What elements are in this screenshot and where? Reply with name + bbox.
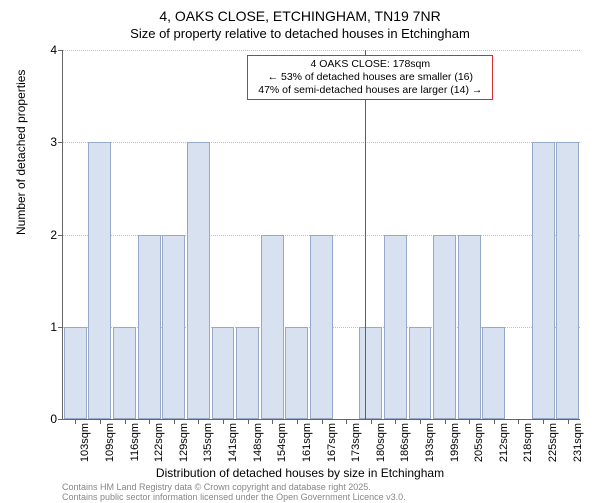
xtick-mark <box>395 419 396 424</box>
x-axis-label: Distribution of detached houses by size … <box>0 466 600 480</box>
ytick-mark <box>58 327 63 328</box>
ytick-mark <box>58 142 63 143</box>
xtick-label: 212sqm <box>498 423 510 462</box>
bar <box>458 235 481 420</box>
bar <box>113 327 136 419</box>
gridline <box>63 142 580 143</box>
xtick-label: 129sqm <box>178 423 190 462</box>
xtick-mark <box>494 419 495 424</box>
bar <box>138 235 161 420</box>
xtick-mark <box>297 419 298 424</box>
marker-line <box>365 50 366 419</box>
xtick-mark <box>445 419 446 424</box>
xtick-mark <box>100 419 101 424</box>
ytick-mark <box>58 419 63 420</box>
xtick-label: 122sqm <box>153 423 165 462</box>
xtick-mark <box>248 419 249 424</box>
callout-line: 47% of semi-detached houses are larger (… <box>252 84 488 97</box>
bar <box>433 235 456 420</box>
xtick-label: 199sqm <box>449 423 461 462</box>
ytick-mark <box>58 50 63 51</box>
gridline <box>63 50 580 51</box>
xtick-label: 173sqm <box>350 423 362 462</box>
bar <box>482 327 505 419</box>
ytick-label: 0 <box>50 412 57 426</box>
xtick-mark <box>346 419 347 424</box>
xtick-label: 231sqm <box>572 423 584 462</box>
ytick-label: 4 <box>50 43 57 57</box>
bar <box>162 235 185 420</box>
xtick-label: 193sqm <box>424 423 436 462</box>
xtick-mark <box>568 419 569 424</box>
bar <box>64 327 87 419</box>
xtick-label: 180sqm <box>375 423 387 462</box>
xtick-label: 218sqm <box>522 423 534 462</box>
ytick-label: 3 <box>50 135 57 149</box>
chart-subtitle: Size of property relative to detached ho… <box>0 26 600 41</box>
bar <box>532 142 555 419</box>
ytick-mark <box>58 235 63 236</box>
bar <box>187 142 210 419</box>
xtick-label: 148sqm <box>252 423 264 462</box>
xtick-label: 205sqm <box>473 423 485 462</box>
xtick-mark <box>75 419 76 424</box>
xtick-mark <box>149 419 150 424</box>
xtick-label: 225sqm <box>547 423 559 462</box>
callout-line: ← 53% of detached houses are smaller (16… <box>252 71 488 84</box>
xtick-label: 141sqm <box>227 423 239 462</box>
xtick-label: 103sqm <box>79 423 91 462</box>
xtick-mark <box>272 419 273 424</box>
xtick-mark <box>371 419 372 424</box>
bar <box>556 142 579 419</box>
bar <box>88 142 111 419</box>
xtick-label: 161sqm <box>301 423 313 462</box>
footer-line: Contains public sector information licen… <box>62 493 406 503</box>
y-axis-label: Number of detached properties <box>14 70 28 235</box>
xtick-mark <box>469 419 470 424</box>
xtick-mark <box>518 419 519 424</box>
xtick-label: 154sqm <box>276 423 288 462</box>
bar <box>212 327 235 419</box>
xtick-mark <box>543 419 544 424</box>
xtick-mark <box>322 419 323 424</box>
xtick-label: 167sqm <box>326 423 338 462</box>
bar <box>261 235 284 420</box>
bar <box>409 327 432 419</box>
callout-box: 4 OAKS CLOSE: 178sqm← 53% of detached ho… <box>247 55 493 100</box>
bar <box>236 327 259 419</box>
plot-area: 01234103sqm109sqm116sqm122sqm129sqm135sq… <box>62 50 580 420</box>
xtick-mark <box>125 419 126 424</box>
chart-container: 4, OAKS CLOSE, ETCHINGHAM, TN19 7NR Size… <box>0 0 600 500</box>
bar <box>359 327 382 419</box>
xtick-label: 116sqm <box>129 423 141 461</box>
chart-title: 4, OAKS CLOSE, ETCHINGHAM, TN19 7NR <box>0 8 600 24</box>
xtick-mark <box>420 419 421 424</box>
xtick-label: 109sqm <box>104 423 116 462</box>
xtick-mark <box>174 419 175 424</box>
callout-line: 4 OAKS CLOSE: 178sqm <box>252 58 488 71</box>
bar <box>310 235 333 420</box>
xtick-label: 186sqm <box>399 423 411 462</box>
ytick-label: 2 <box>50 228 57 242</box>
xtick-mark <box>223 419 224 424</box>
ytick-label: 1 <box>50 320 57 334</box>
bar <box>285 327 308 419</box>
xtick-label: 135sqm <box>202 423 214 462</box>
xtick-mark <box>198 419 199 424</box>
bar <box>384 235 407 420</box>
